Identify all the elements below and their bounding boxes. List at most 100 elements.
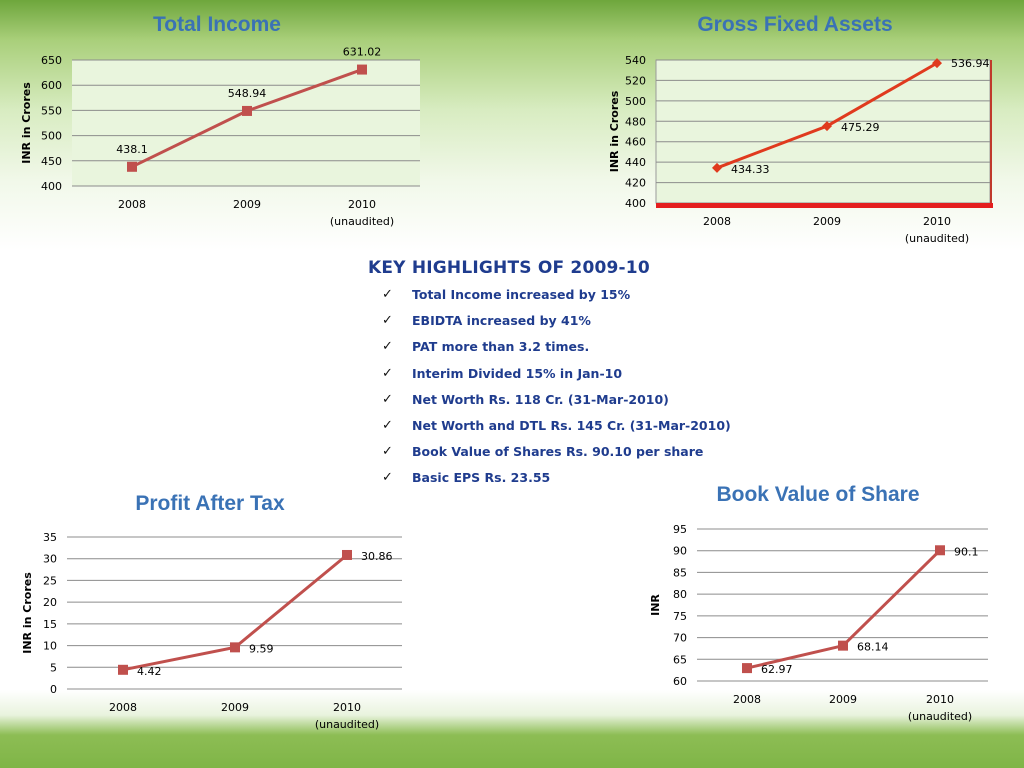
y-tick-label: 550 [41, 104, 62, 117]
plot-area [656, 60, 990, 203]
list-item: ✓ Net Worth and DTL Rs. 145 Cr. (31-Mar-2… [360, 417, 780, 443]
x-tick-label: 2008 [733, 693, 761, 706]
checkmark-icon: ✓ [382, 417, 393, 433]
y-tick-label: 90 [673, 545, 687, 558]
list-item: ✓ Total Income increased by 15% [360, 286, 780, 312]
x-tick-label: 2009 [233, 198, 261, 211]
plot-area [67, 537, 402, 689]
data-point-marker [342, 549, 352, 560]
chart-title-gross-fixed-assets: Gross Fixed Assets [697, 13, 893, 36]
checkmark-icon: ✓ [382, 339, 393, 355]
data-label: 90.1 [954, 545, 979, 558]
key-highlights: KEY HIGHLIGHTS OF 2009-10 ✓ Total Income … [360, 258, 780, 496]
y-tick-label: 20 [43, 596, 57, 609]
y-tick-label: 80 [673, 588, 687, 601]
y-tick-label: 85 [673, 566, 687, 579]
chart-total-income: 400 450 500 550 600 650 INR in Crores 2008 2009 2… [20, 46, 420, 228]
y-tick-label: 450 [41, 155, 62, 168]
data-label: 4.42 [137, 665, 162, 678]
y-tick-label: 540 [625, 54, 646, 67]
data-point-marker [230, 642, 240, 653]
y-tick-label: 5 [50, 661, 57, 674]
plot-bottom-bar [656, 203, 993, 208]
y-tick-label: 440 [625, 156, 646, 169]
y-axis-title: INR in Crores [20, 82, 33, 164]
highlights-heading: KEY HIGHLIGHTS OF 2009-10 [368, 258, 650, 278]
chart-profit-after-tax: 0 5 10 15 20 25 30 35 INR in Crores 2008 2009 2010 (… [21, 531, 402, 731]
y-tick-label: 65 [673, 653, 687, 666]
list-item: ✓ Interim Divided 15% in Jan-10 [360, 365, 780, 391]
x-tick-label: 2010 [333, 701, 361, 714]
data-point-marker [932, 58, 942, 69]
list-item: ✓ Net Worth Rs. 118 Cr. (31-Mar-2010) [360, 391, 780, 417]
y-tick-label: 480 [625, 115, 646, 128]
data-label: 62.97 [761, 663, 793, 676]
y-tick-label: 10 [43, 640, 57, 653]
data-label: 9.59 [249, 642, 274, 655]
x-tick-sublabel: (unaudited) [315, 718, 379, 731]
y-tick-label: 460 [625, 136, 646, 149]
chart-book-value-of-share: 60 65 70 75 80 85 90 95 INR 2008 2009 2010 (unaudite… [649, 523, 988, 723]
chart-title-profit-after-tax: Profit After Tax [135, 492, 285, 515]
data-label: 631.02 [343, 46, 382, 59]
x-tick-label: 2009 [221, 701, 249, 714]
data-label: 536.94 [951, 57, 990, 70]
highlight-text: Total Income increased by 15% [412, 287, 631, 302]
x-tick-sublabel: (unaudited) [330, 215, 394, 228]
y-axis-title: INR in Crores [21, 572, 34, 654]
checkmark-icon: ✓ [382, 444, 393, 460]
list-item: ✓ PAT more than 3.2 times. [360, 338, 780, 364]
highlight-text: EBIDTA increased by 41% [412, 313, 591, 329]
chart-title-total-income: Total Income [153, 13, 281, 36]
chart-gross-fixed-assets: 400 420 440 460 480 500 520 540 INR in Crores 200… [608, 54, 993, 245]
highlights-list: ✓ Total Income increased by 15% ✓ EBIDTA i… [360, 286, 780, 496]
y-tick-label: 500 [41, 130, 62, 143]
list-item: ✓ Basic EPS Rs. 23.55 [360, 469, 780, 495]
x-tick-label: 2010 [923, 215, 951, 228]
highlight-text: Book Value of Shares Rs. 90.10 per share [412, 444, 704, 460]
highlight-text: Basic EPS Rs. 23.55 [412, 470, 551, 486]
highlight-text: Net Worth and DTL Rs. 145 Cr. (31-Mar-20… [412, 417, 731, 433]
data-point-marker [127, 161, 137, 172]
data-label: 30.86 [361, 550, 393, 563]
data-point-marker [712, 162, 722, 173]
chart-title-book-value-of-share: Book Value of Share [716, 483, 920, 506]
y-tick-label: 35 [43, 531, 57, 544]
y-tick-label: 420 [625, 177, 646, 190]
plot-area [72, 60, 420, 186]
y-tick-label: 0 [50, 683, 57, 696]
data-label: 475.29 [841, 121, 880, 134]
data-point-marker [357, 64, 367, 75]
highlight-text: PAT more than 3.2 times. [412, 339, 590, 355]
data-point-marker [838, 640, 848, 651]
y-tick-label: 600 [41, 79, 62, 92]
y-tick-label: 650 [41, 54, 62, 67]
y-tick-label: 400 [625, 197, 646, 210]
data-label: 434.33 [731, 163, 770, 176]
x-tick-label: 2008 [109, 701, 137, 714]
y-tick-label: 95 [673, 523, 687, 536]
y-axis-title: INR in Crores [608, 90, 621, 172]
y-tick-label: 30 [43, 553, 57, 566]
x-tick-label: 2009 [829, 693, 857, 706]
y-tick-label: 70 [673, 632, 687, 645]
y-tick-label: 500 [625, 95, 646, 108]
y-tick-label: 25 [43, 574, 57, 587]
y-tick-label: 15 [43, 618, 57, 631]
list-item: ✓ Book Value of Shares Rs. 90.10 per shar… [360, 443, 780, 469]
highlight-text: Net Worth Rs. 118 Cr. (31-Mar-2010) [412, 391, 669, 407]
x-tick-sublabel: (unaudited) [905, 232, 969, 245]
data-label: 438.1 [116, 143, 148, 156]
x-tick-label: 2010 [926, 693, 954, 706]
y-tick-label: 400 [41, 180, 62, 193]
checkmark-icon: ✓ [382, 287, 393, 302]
checkmark-icon: ✓ [382, 313, 393, 329]
x-tick-label: 2009 [813, 215, 841, 228]
data-point-marker [118, 664, 128, 675]
x-tick-sublabel: (unaudited) [908, 710, 972, 723]
x-tick-label: 2010 [348, 198, 376, 211]
highlight-text: Interim Divided 15% in Jan-10 [412, 365, 623, 381]
y-tick-label: 520 [625, 74, 646, 87]
data-point-marker [242, 105, 252, 116]
checkmark-icon: ✓ [382, 391, 393, 407]
